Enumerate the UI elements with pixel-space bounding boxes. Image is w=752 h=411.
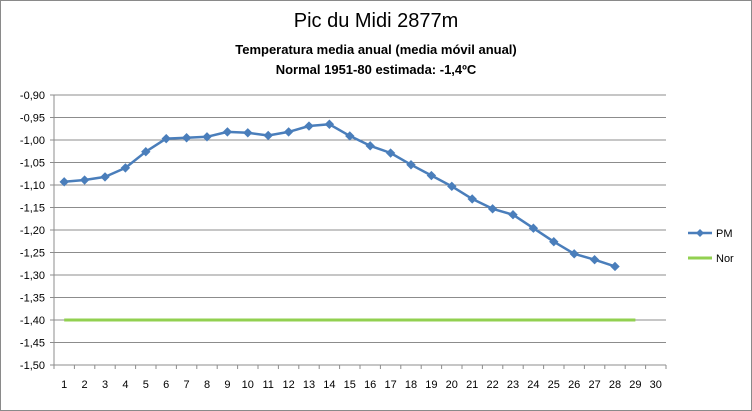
x-tick-label: 22 [486, 379, 498, 391]
legend-marker-pm [696, 229, 704, 237]
x-tick-label: 23 [507, 379, 519, 391]
x-tick-label: 13 [303, 379, 315, 391]
data-point-pm [467, 194, 477, 204]
x-tick-label: 24 [527, 379, 539, 391]
x-tick-label: 27 [588, 379, 600, 391]
data-point-pm [283, 127, 294, 137]
data-point-pm [181, 133, 192, 143]
data-point-pm [222, 127, 233, 137]
x-tick-label: 26 [568, 379, 580, 391]
y-tick-label: -1,50 [20, 360, 45, 372]
y-tick-label: -0,90 [20, 90, 45, 102]
data-point-pm [202, 132, 212, 142]
y-tick-label: -1,40 [20, 315, 45, 327]
data-point-pm [243, 128, 253, 138]
y-tick-label: -1,20 [20, 225, 45, 237]
data-point-pm [324, 119, 335, 129]
legend-label-pm: PM [716, 228, 733, 240]
data-point-pm [610, 261, 620, 272]
data-point-pm [528, 223, 539, 233]
y-tick-label: -1,35 [20, 293, 45, 305]
x-tick-label: 2 [82, 379, 88, 391]
y-tick-label: -1,30 [20, 270, 45, 282]
x-tick-label: 9 [224, 379, 230, 391]
x-tick-label: 8 [204, 379, 210, 391]
x-tick-label: 1 [61, 379, 67, 391]
x-tick-label: 3 [102, 379, 108, 391]
x-tick-label: 15 [344, 379, 356, 391]
x-tick-label: 29 [629, 379, 641, 391]
y-tick-label: -1,05 [20, 158, 45, 170]
data-point-pm [100, 172, 110, 182]
data-point-pm [141, 146, 151, 157]
x-tick-label: 20 [446, 379, 458, 391]
y-tick-label: -1,00 [20, 135, 45, 147]
y-tick-label: -1,15 [20, 203, 45, 215]
y-tick-label: -0,95 [20, 113, 45, 125]
data-point-pm [59, 177, 69, 187]
data-point-pm [569, 249, 579, 259]
x-tick-label: 16 [364, 379, 376, 391]
x-tick-label: 30 [650, 379, 662, 391]
x-tick-label: 4 [122, 379, 128, 391]
chart-title: Pic du Midi 2877m [293, 10, 459, 32]
x-tick-label: 18 [405, 379, 417, 391]
data-point-pm [304, 121, 314, 131]
data-point-pm [406, 160, 416, 170]
y-tick-label: -1,10 [20, 180, 45, 192]
series-line-pm [64, 123, 616, 268]
y-tick-label: -1,25 [20, 248, 45, 260]
x-tick-label: 12 [282, 379, 294, 391]
x-tick-label: 5 [143, 379, 149, 391]
x-tick-label: 6 [163, 379, 169, 391]
data-point-pm [263, 130, 273, 141]
x-tick-label: 14 [323, 379, 335, 391]
data-point-pm [447, 181, 457, 192]
data-point-pm [385, 148, 396, 158]
data-point-pm [549, 236, 559, 247]
x-tick-label: 21 [466, 379, 478, 391]
data-point-pm [426, 170, 437, 181]
x-tick-label: 25 [548, 379, 560, 391]
data-point-pm [487, 204, 498, 214]
chart-subtitle: Temperatura media anual (media móvil anu… [235, 42, 517, 57]
chart-subtitle-normal: Normal 1951-80 estimada: -1,4ºC [275, 62, 477, 77]
data-point-pm [589, 254, 600, 265]
x-tick-label: 19 [425, 379, 437, 391]
x-tick-label: 28 [609, 379, 621, 391]
data-point-pm [161, 133, 171, 144]
data-point-pm [79, 175, 90, 185]
x-tick-label: 11 [262, 379, 273, 391]
y-tick-label: -1,45 [20, 338, 45, 350]
data-point-pm [345, 131, 355, 141]
data-point-pm [508, 209, 518, 220]
x-tick-label: 17 [384, 379, 396, 391]
x-tick-label: 10 [242, 379, 254, 391]
data-point-pm [120, 163, 131, 173]
data-point-pm [365, 141, 375, 151]
x-tick-label: 7 [184, 379, 190, 391]
legend-label-nor: Nor [716, 253, 734, 265]
